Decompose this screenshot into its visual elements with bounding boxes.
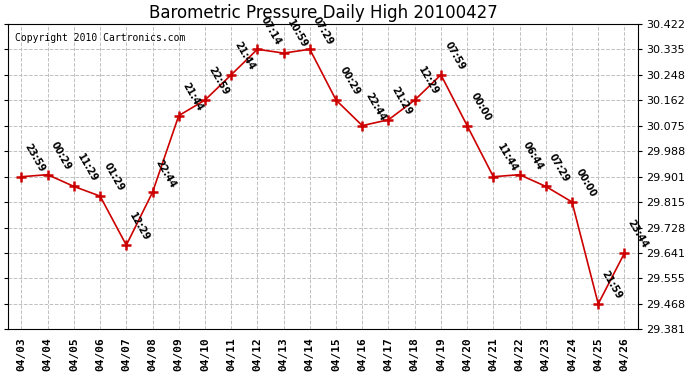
Text: 21:59: 21:59 [600, 269, 624, 301]
Text: 12:29: 12:29 [416, 66, 440, 97]
Text: 00:00: 00:00 [469, 91, 493, 123]
Text: 01:29: 01:29 [101, 162, 126, 194]
Text: 07:59: 07:59 [442, 40, 466, 72]
Text: 06:44: 06:44 [521, 140, 545, 172]
Text: 00:00: 00:00 [573, 167, 598, 199]
Text: 11:29: 11:29 [75, 152, 99, 184]
Text: 21:29: 21:29 [390, 85, 414, 117]
Text: 07:29: 07:29 [311, 15, 335, 46]
Text: 23:44: 23:44 [626, 219, 650, 250]
Text: 22:44: 22:44 [364, 91, 388, 123]
Text: 22:44: 22:44 [154, 158, 178, 189]
Text: Copyright 2010 Cartronics.com: Copyright 2010 Cartronics.com [14, 33, 185, 43]
Text: 12:29: 12:29 [128, 210, 152, 242]
Text: 22:59: 22:59 [206, 66, 230, 97]
Text: 21:44: 21:44 [233, 40, 257, 72]
Text: 11:44: 11:44 [495, 142, 519, 174]
Text: 10:59: 10:59 [285, 18, 309, 50]
Title: Barometric Pressure Daily High 20100427: Barometric Pressure Daily High 20100427 [148, 4, 497, 22]
Text: 23:59: 23:59 [23, 142, 47, 174]
Text: 00:29: 00:29 [337, 66, 362, 97]
Text: 21:44: 21:44 [180, 81, 204, 113]
Text: 07:29: 07:29 [547, 152, 571, 184]
Text: 00:29: 00:29 [49, 140, 73, 172]
Text: 07:14: 07:14 [259, 15, 283, 46]
